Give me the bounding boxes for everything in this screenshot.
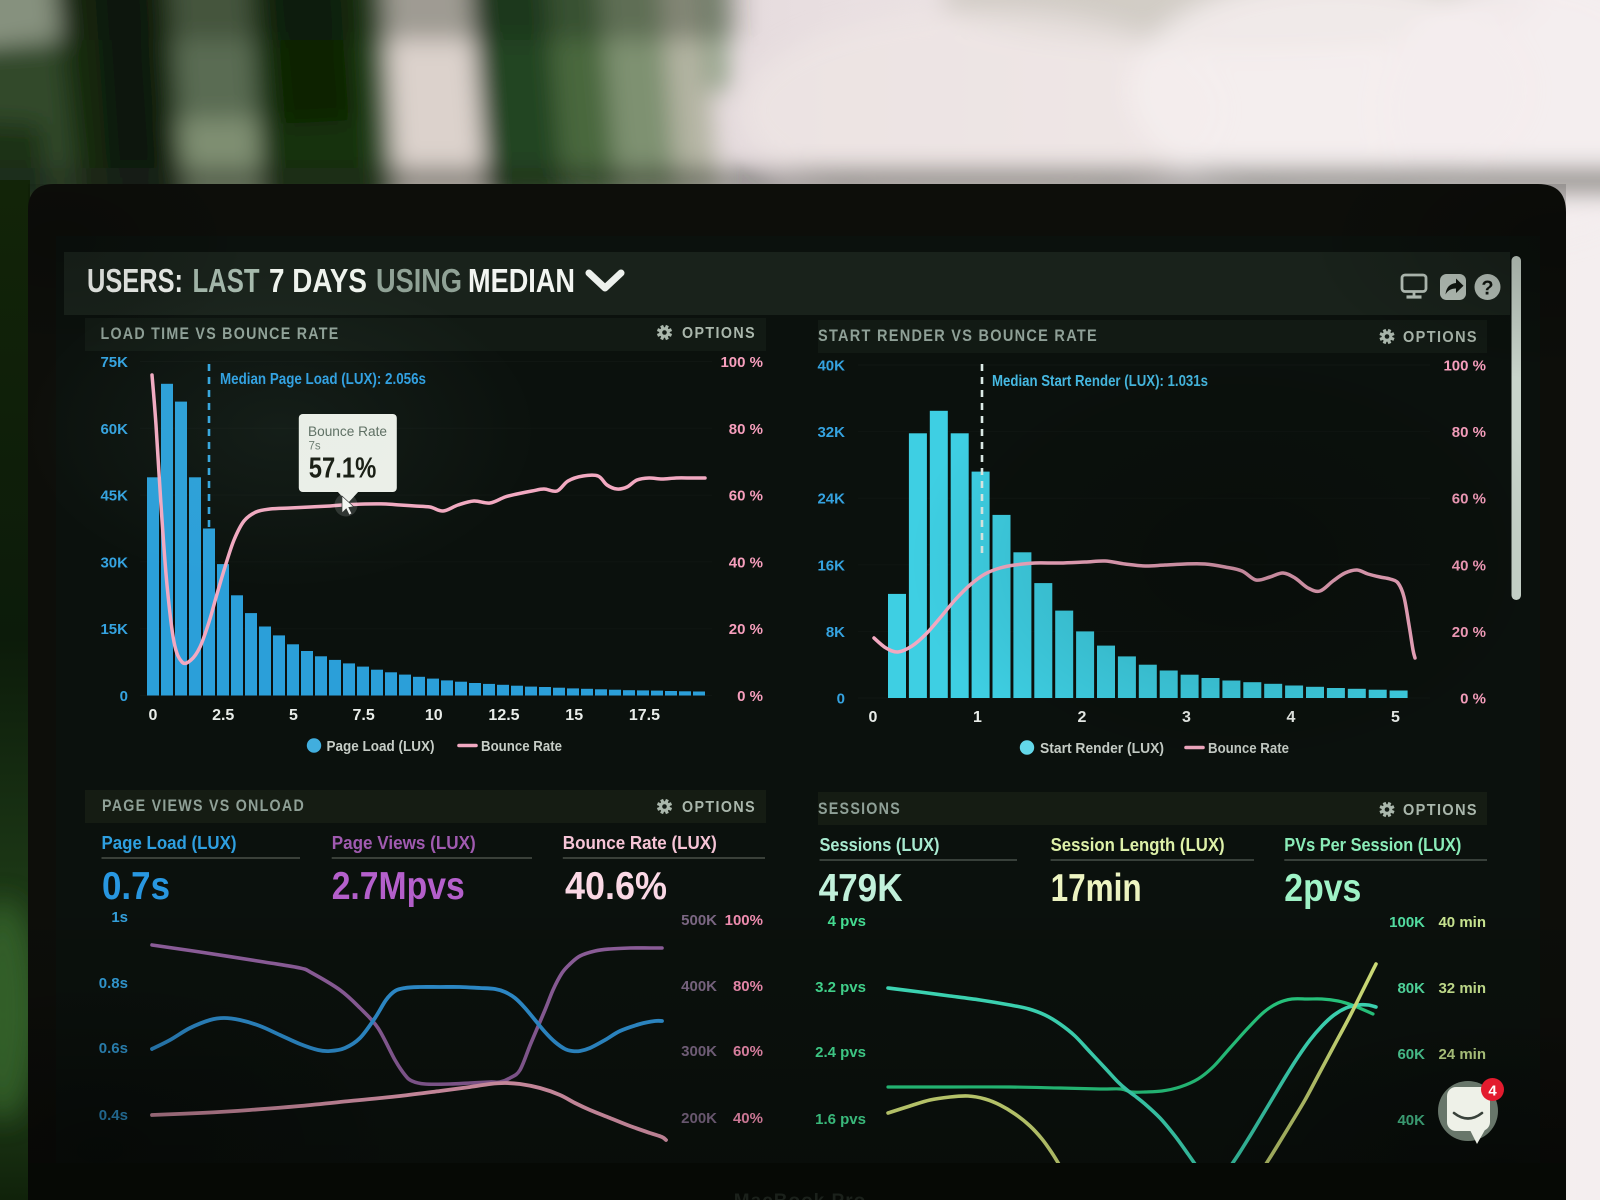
svg-text:20 %: 20 %	[729, 621, 763, 638]
svg-text:10: 10	[425, 707, 443, 724]
svg-text:Page Load (LUX): Page Load (LUX)	[327, 738, 435, 755]
svg-text:12.5: 12.5	[488, 707, 519, 724]
svg-text:0: 0	[869, 709, 878, 726]
svg-text:PAGE VIEWS VS ONLOAD: PAGE VIEWS VS ONLOAD	[102, 796, 305, 815]
svg-text:OPTIONS: OPTIONS	[1403, 802, 1478, 819]
svg-text:40K: 40K	[817, 358, 845, 375]
svg-text:MEDIAN: MEDIAN	[468, 262, 575, 299]
svg-text:0: 0	[149, 707, 158, 724]
svg-text:Bounce Rate: Bounce Rate	[481, 738, 562, 755]
svg-text:30K: 30K	[100, 554, 128, 571]
svg-text:15K: 15K	[100, 621, 128, 638]
svg-text:OPTIONS: OPTIONS	[682, 325, 756, 342]
svg-text:5: 5	[289, 707, 298, 724]
svg-text:0: 0	[837, 691, 845, 708]
svg-text:Session Length (LUX): Session Length (LUX)	[1051, 835, 1225, 855]
svg-text:Bounce Rate (LUX): Bounce Rate (LUX)	[563, 833, 717, 853]
svg-text:START RENDER VS BOUNCE RATE: START RENDER VS BOUNCE RATE	[818, 326, 1098, 345]
svg-text:16K: 16K	[817, 557, 845, 574]
svg-text:2.5: 2.5	[212, 707, 234, 724]
svg-text:15: 15	[565, 707, 583, 724]
svg-text:17.5: 17.5	[629, 707, 660, 724]
svg-text:SESSIONS: SESSIONS	[818, 799, 901, 818]
svg-text:PVs Per Session (LUX): PVs Per Session (LUX)	[1284, 835, 1461, 855]
svg-text:Sessions (LUX): Sessions (LUX)	[820, 835, 940, 855]
svg-text:4: 4	[1488, 1083, 1497, 1100]
svg-text:MacBook Pro: MacBook Pro	[734, 1191, 866, 1200]
svg-text:8K: 8K	[826, 624, 845, 641]
svg-text:24K: 24K	[817, 491, 845, 508]
svg-text:7.5: 7.5	[352, 707, 374, 724]
svg-text:0 %: 0 %	[737, 688, 763, 705]
svg-text:100 %: 100 %	[720, 354, 763, 371]
svg-text:40 %: 40 %	[729, 554, 763, 571]
svg-text:32K: 32K	[817, 424, 845, 441]
svg-text:Page Views (LUX): Page Views (LUX)	[332, 833, 476, 853]
svg-text:OPTIONS: OPTIONS	[682, 799, 756, 816]
svg-text:0: 0	[120, 688, 128, 705]
svg-text:Page Load (LUX): Page Load (LUX)	[102, 833, 237, 853]
svg-text:1: 1	[973, 709, 982, 726]
svg-text:60 %: 60 %	[729, 488, 763, 505]
svg-text:80 %: 80 %	[729, 421, 763, 438]
